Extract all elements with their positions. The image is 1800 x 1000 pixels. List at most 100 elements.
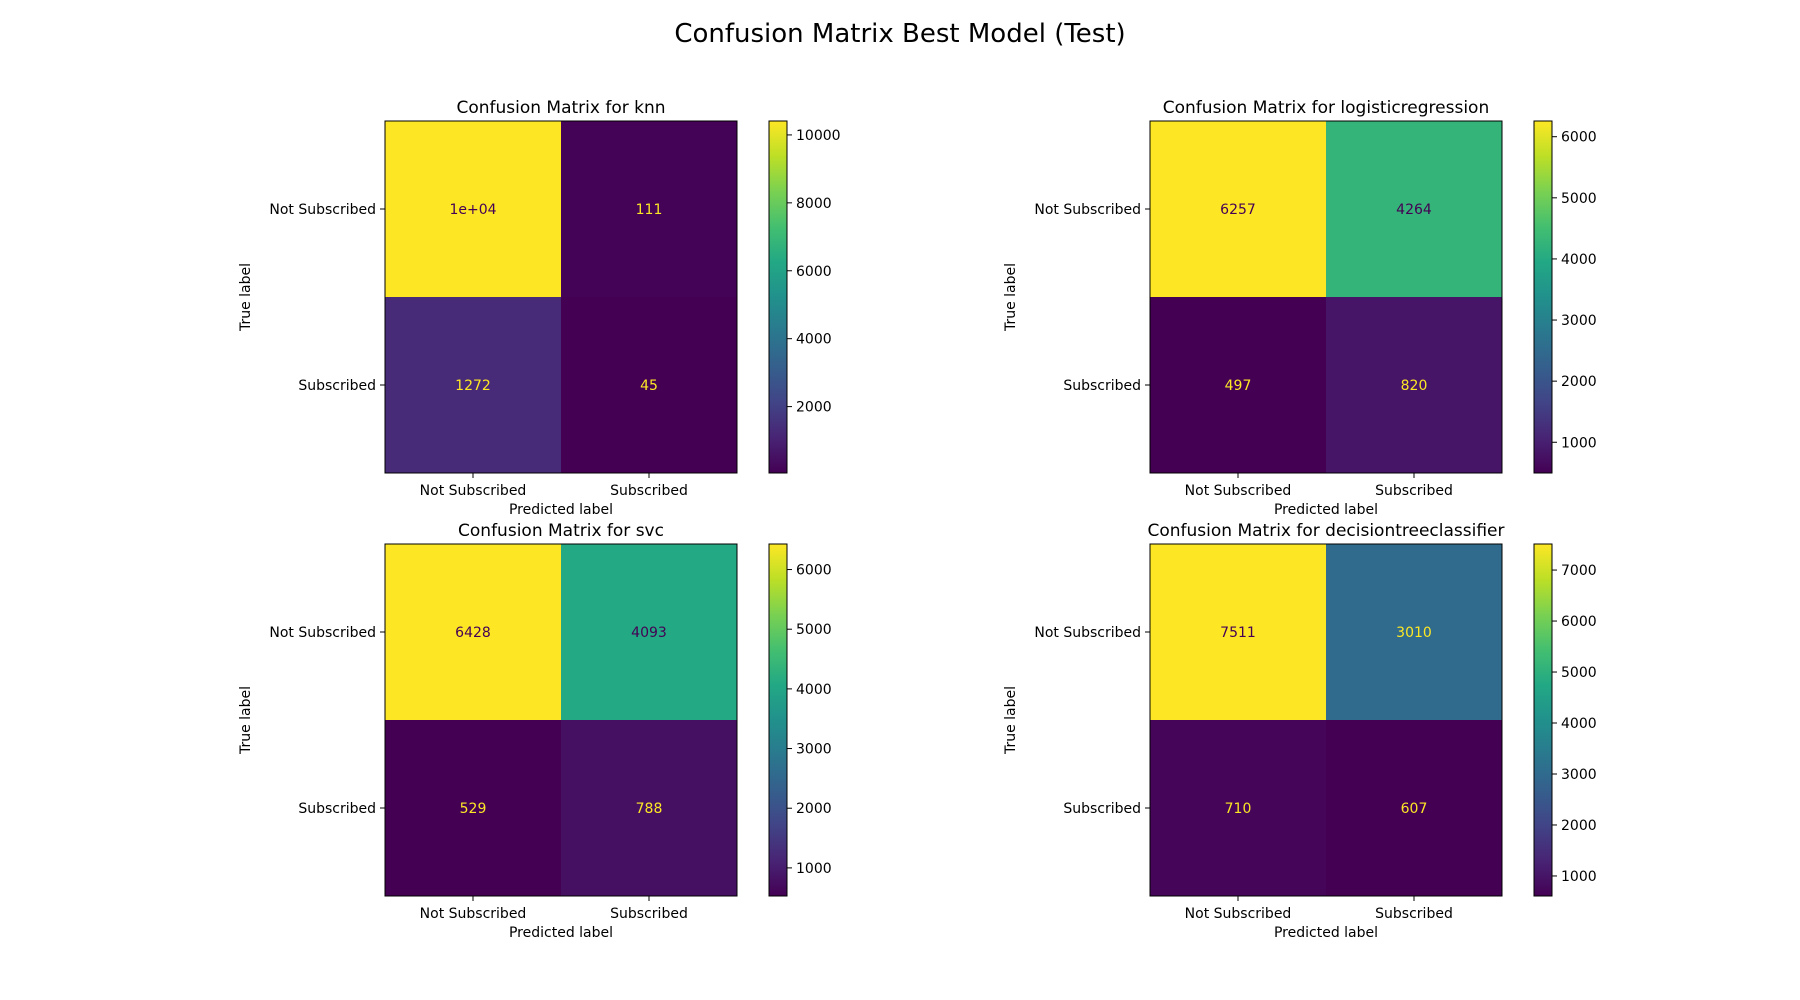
- figure-title: Confusion Matrix Best Model (Test): [674, 19, 1125, 49]
- colorbar-frame: [768, 120, 788, 474]
- cell-value-label: 529: [460, 801, 487, 817]
- colorbar-tick-label: 4000: [796, 682, 832, 698]
- cell-value-label: 6257: [1220, 202, 1256, 218]
- colorbar-tick-label: 2000: [1561, 374, 1597, 390]
- x-axis-label: Predicted label: [1274, 502, 1378, 518]
- panel-title: Confusion Matrix for decisiontreeclassif…: [1147, 521, 1504, 541]
- y-tick-label: Subscribed: [1063, 378, 1141, 394]
- x-axis-label: Predicted label: [1274, 925, 1378, 941]
- matrix-cell: [385, 544, 561, 720]
- cell-value-label: 710: [1225, 801, 1252, 817]
- colorbar: [769, 544, 787, 896]
- x-tick-label: Not Subscribed: [1185, 483, 1292, 499]
- cell-value-label: 111: [636, 202, 663, 218]
- colorbar-tick-label: 2000: [796, 801, 832, 817]
- colorbar-tick-label: 1000: [1561, 869, 1597, 885]
- colorbar-tick-label: 6000: [796, 264, 832, 280]
- cell-value-label: 4264: [1396, 202, 1432, 218]
- panel-title: Confusion Matrix for logisticregression: [1163, 98, 1489, 118]
- confusion-matrix-panel: Confusion Matrix for decisiontreeclassif…: [1003, 521, 1597, 941]
- x-tick-label: Subscribed: [1375, 906, 1453, 922]
- matrix-cell: [1150, 297, 1326, 473]
- y-axis-label: True label: [238, 263, 254, 332]
- colorbar-tick-label: 3000: [1561, 767, 1597, 783]
- matrix-cell: [561, 544, 737, 720]
- colorbar: [1534, 121, 1552, 473]
- matrix-cell: [1150, 544, 1326, 720]
- cell-value-label: 4093: [631, 625, 667, 641]
- y-tick-label: Not Subscribed: [269, 202, 376, 218]
- cell-value-label: 6428: [455, 625, 491, 641]
- y-axis-label: True label: [1003, 263, 1019, 332]
- matrix-cell: [1326, 121, 1502, 297]
- colorbar: [769, 121, 787, 473]
- colorbar-tick-label: 1000: [796, 861, 832, 877]
- x-tick-label: Not Subscribed: [420, 483, 527, 499]
- matrix-cell: [385, 121, 561, 297]
- subplots: Confusion Matrix for knn 1e+04 111 1272 45 No…: [238, 98, 1597, 941]
- panel-title: Confusion Matrix for svc: [458, 521, 664, 541]
- x-axis-label: Predicted label: [509, 502, 613, 518]
- colorbar-tick-label: 7000: [1561, 563, 1597, 579]
- colorbar-tick-label: 1000: [1561, 435, 1597, 451]
- colorbar-tick-label: 2000: [796, 400, 832, 416]
- x-tick-label: Not Subscribed: [420, 906, 527, 922]
- x-tick-label: Subscribed: [1375, 483, 1453, 499]
- confusion-matrix-panel: Confusion Matrix for svc 6428 4093 529 788 No…: [238, 521, 832, 941]
- colorbar-tick-label: 4000: [796, 332, 832, 348]
- colorbar-tick-label: 6000: [1561, 130, 1597, 146]
- y-tick-label: Not Subscribed: [269, 625, 376, 641]
- colorbar-tick-label: 6000: [796, 563, 832, 579]
- confusion-matrix-panel: Confusion Matrix for knn 1e+04 111 1272 45 No…: [238, 98, 841, 518]
- confusion-matrix-panel: Confusion Matrix for logisticregression 6…: [1003, 98, 1597, 518]
- x-tick-label: Subscribed: [610, 483, 688, 499]
- y-axis-label: True label: [238, 686, 254, 755]
- x-tick-label: Subscribed: [610, 906, 688, 922]
- cell-value-label: 3010: [1396, 625, 1432, 641]
- y-tick-label: Subscribed: [298, 378, 376, 394]
- matrix-cell: [561, 720, 737, 896]
- matrix-cell: [1150, 720, 1326, 896]
- axes-frame: [384, 120, 738, 474]
- axes-frame: [1149, 120, 1503, 474]
- matrix-cell: [561, 121, 737, 297]
- matrix-cell: [385, 720, 561, 896]
- colorbar-frame: [1533, 120, 1553, 474]
- x-axis-label: Predicted label: [509, 925, 613, 941]
- x-tick-label: Not Subscribed: [1185, 906, 1292, 922]
- cell-value-label: 607: [1401, 801, 1428, 817]
- cell-value-label: 45: [640, 378, 658, 394]
- y-tick-label: Subscribed: [298, 801, 376, 817]
- colorbar-tick-label: 3000: [796, 742, 832, 758]
- cell-value-label: 497: [1225, 378, 1252, 394]
- y-tick-label: Not Subscribed: [1034, 625, 1141, 641]
- colorbar-tick-label: 2000: [1561, 818, 1597, 834]
- y-tick-label: Not Subscribed: [1034, 202, 1141, 218]
- matrix-cell: [1326, 720, 1502, 896]
- colorbar: [1534, 544, 1552, 896]
- matrix-cell: [561, 297, 737, 473]
- colorbar-tick-label: 4000: [1561, 252, 1597, 268]
- matrix-cell: [1326, 544, 1502, 720]
- colorbar-tick-label: 5000: [796, 622, 832, 638]
- panel-title: Confusion Matrix for knn: [456, 98, 665, 118]
- y-axis-label: True label: [1003, 686, 1019, 755]
- cell-value-label: 1272: [455, 378, 491, 394]
- cell-value-label: 820: [1401, 378, 1428, 394]
- colorbar-tick-label: 3000: [1561, 313, 1597, 329]
- colorbar-tick-label: 5000: [1561, 191, 1597, 207]
- cell-value-label: 1e+04: [449, 202, 496, 218]
- cell-value-label: 7511: [1220, 625, 1256, 641]
- matrix-cell: [1150, 121, 1326, 297]
- colorbar-tick-label: 10000: [796, 128, 841, 144]
- matrix-cell: [385, 297, 561, 473]
- y-tick-label: Subscribed: [1063, 801, 1141, 817]
- colorbar-tick-label: 6000: [1561, 614, 1597, 630]
- axes-frame: [384, 543, 738, 897]
- cell-value-label: 788: [636, 801, 663, 817]
- axes-frame: [1149, 543, 1503, 897]
- colorbar-tick-label: 4000: [1561, 716, 1597, 732]
- colorbar-frame: [1533, 543, 1553, 897]
